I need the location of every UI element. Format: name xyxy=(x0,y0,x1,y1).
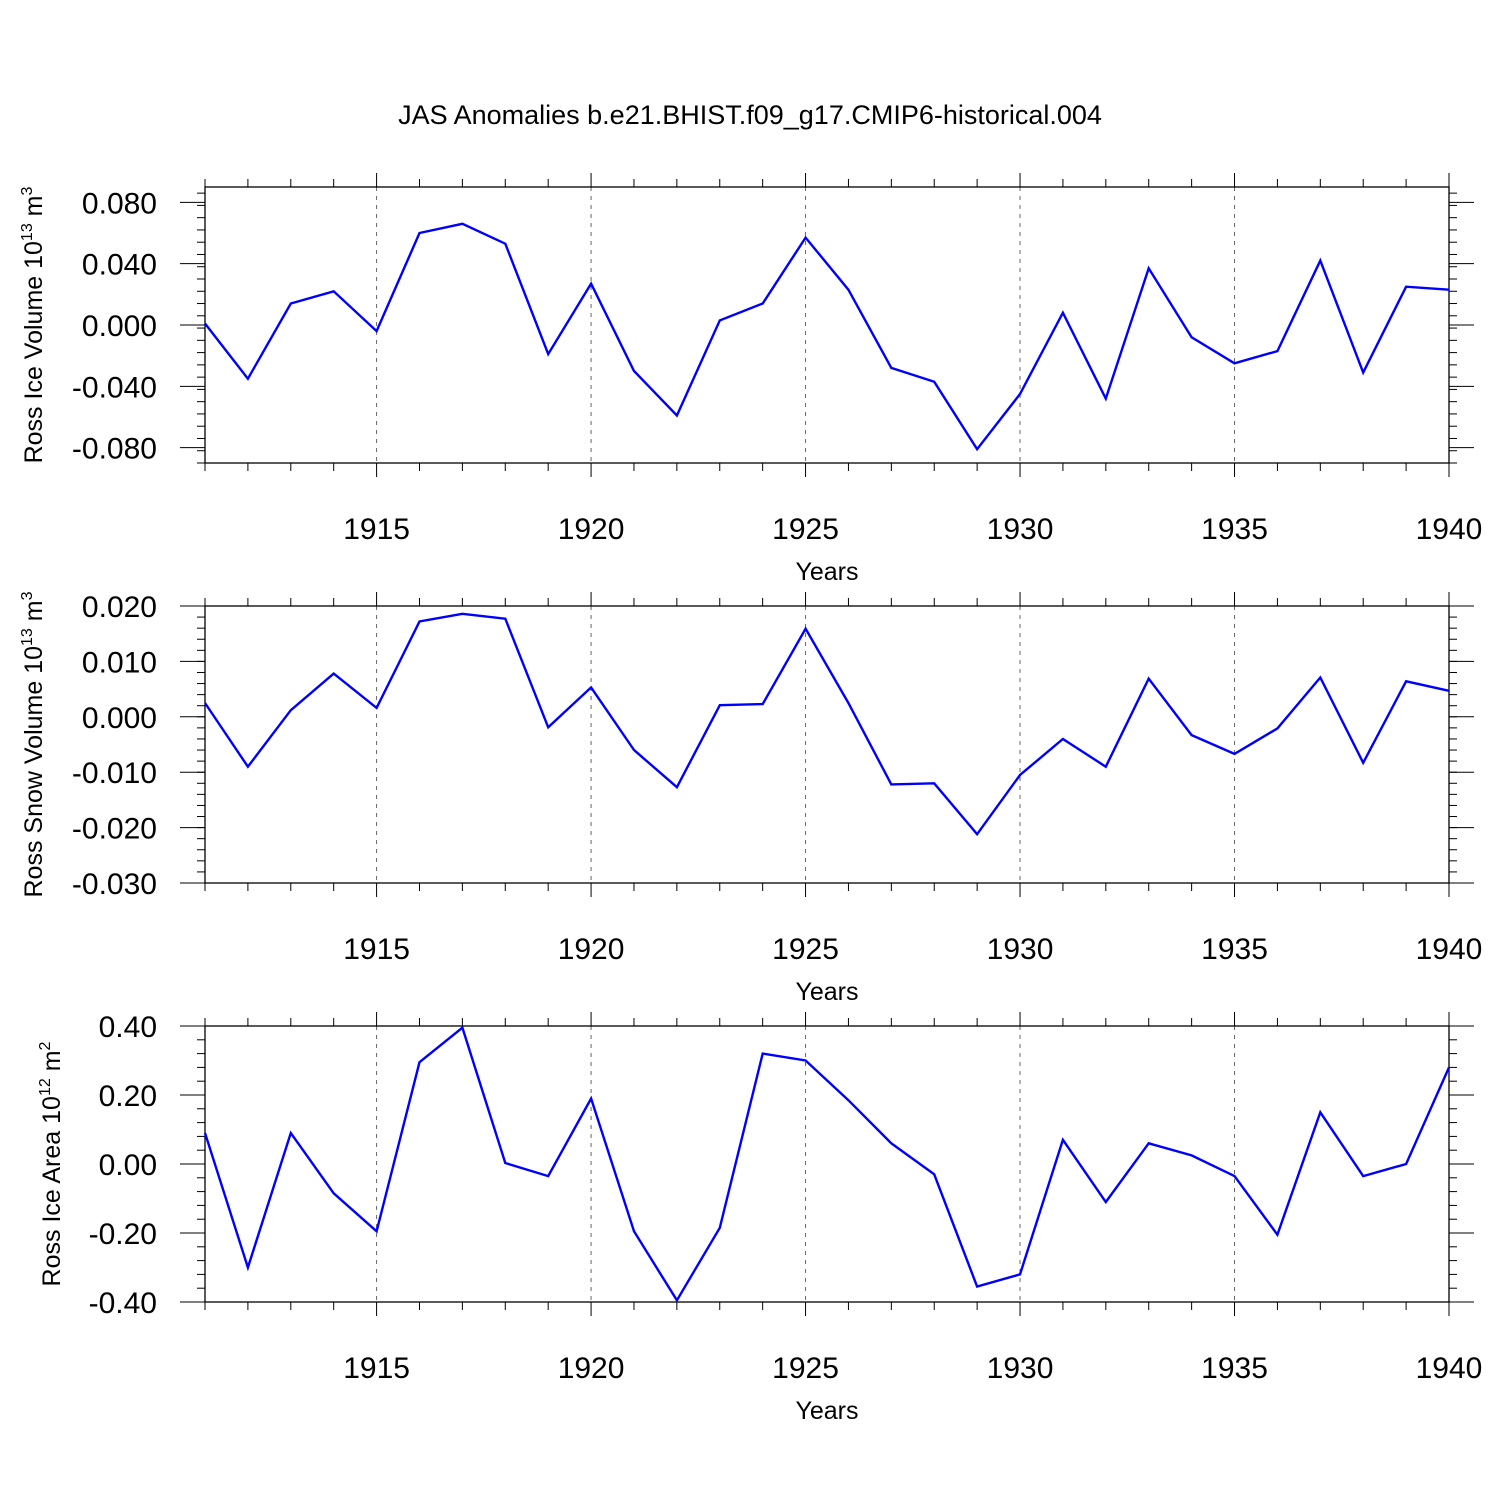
y-axis-label-unit: m xyxy=(20,600,48,628)
x-tick-label: 1930 xyxy=(987,933,1054,966)
x-tick-label: 1940 xyxy=(1416,513,1483,546)
y-tick-label: -0.080 xyxy=(72,433,157,466)
x-tick-label: 1920 xyxy=(558,1352,625,1385)
x-tick-label: 1935 xyxy=(1201,933,1268,966)
y-tick-label: 0.000 xyxy=(82,702,157,735)
data-series-line xyxy=(204,222,1450,452)
y-axis-label-unit: m xyxy=(38,1050,66,1078)
x-tick-label: 1915 xyxy=(343,513,410,546)
chart-panel-3: 1915 1920 1925 1930 1935 1940 -0.40 -0.20 0.00 0.… xyxy=(37,1011,1482,1425)
x-tick-label: 1940 xyxy=(1416,1352,1483,1385)
y-axis-label-base: Ross Snow Volume 10 xyxy=(20,646,48,898)
y-tick-label: 0.080 xyxy=(82,187,157,220)
y-axis-label-unit-exponent: 3 xyxy=(19,186,36,195)
y-tick-label: 0.40 xyxy=(99,1011,157,1044)
y-tick-label: -0.40 xyxy=(89,1287,157,1320)
panels: 1915 1920 1925 1930 1935 1940 -0.080 -0.040 0.00… xyxy=(19,173,1482,1425)
data-series-line xyxy=(204,612,1450,837)
x-tick-label: 1920 xyxy=(558,933,625,966)
y-tick-label: 0.20 xyxy=(99,1080,157,1113)
y-axis-label-unit: m xyxy=(20,195,48,223)
x-tick-label: 1915 xyxy=(343,1352,410,1385)
figure-title: JAS Anomalies b.e21.BHIST.f09_g17.CMIP6-… xyxy=(398,100,1102,130)
x-tick-label: 1925 xyxy=(772,1352,839,1385)
chart-panel-2: 1915 1920 1925 1930 1935 1940 -0.030 -0.020 -0.0… xyxy=(19,591,1482,1006)
plot-frame xyxy=(204,186,1450,464)
x-tick-label: 1925 xyxy=(772,513,839,546)
x-tick-label: 1935 xyxy=(1201,513,1268,546)
x-tick-label: 1930 xyxy=(987,1352,1054,1385)
x-axis-label: Years xyxy=(795,1397,858,1425)
x-tick-label: 1930 xyxy=(987,513,1054,546)
plot-frame xyxy=(204,605,1450,884)
y-tick-label: 0.020 xyxy=(82,591,157,624)
plot-frame xyxy=(204,1025,1450,1303)
x-tick-label: 1925 xyxy=(772,933,839,966)
y-axis-label: Ross Ice Volume 1013 m3 xyxy=(19,186,48,463)
y-axis-label-unit-exponent: 3 xyxy=(19,591,36,600)
x-axis-label: Years xyxy=(795,558,858,586)
x-tick-label: 1920 xyxy=(558,513,625,546)
y-tick-label: -0.020 xyxy=(72,813,157,846)
y-tick-label: -0.030 xyxy=(72,868,157,901)
y-axis-label-unit-exponent: 2 xyxy=(37,1041,54,1050)
data-series-line xyxy=(203,1025,1451,1303)
y-axis-label-exponent: 13 xyxy=(19,628,36,646)
y-tick-label: 0.00 xyxy=(99,1149,157,1182)
x-axis-label: Years xyxy=(795,978,858,1006)
y-axis-label-base: Ross Ice Area 10 xyxy=(38,1096,66,1286)
y-axis-label-exponent: 13 xyxy=(19,223,36,241)
y-tick-label: -0.20 xyxy=(89,1218,157,1251)
y-tick-label: -0.040 xyxy=(72,371,157,404)
x-tick-label: 1940 xyxy=(1416,933,1483,966)
y-tick-label: 0.000 xyxy=(82,310,157,343)
chart-panel-1: 1915 1920 1925 1930 1935 1940 -0.080 -0.040 0.00… xyxy=(19,173,1482,586)
y-tick-label: -0.010 xyxy=(72,757,157,790)
y-tick-label: 0.010 xyxy=(82,646,157,679)
x-tick-label: 1935 xyxy=(1201,1352,1268,1385)
y-axis-label: Ross Ice Area 1012 m2 xyxy=(37,1041,66,1286)
y-axis-label-base: Ross Ice Volume 10 xyxy=(20,241,48,463)
y-axis-label: Ross Snow Volume 1013 m3 xyxy=(19,591,48,897)
y-axis-label-exponent: 12 xyxy=(37,1078,54,1096)
x-tick-label: 1915 xyxy=(343,933,410,966)
y-tick-label: 0.040 xyxy=(82,249,157,282)
